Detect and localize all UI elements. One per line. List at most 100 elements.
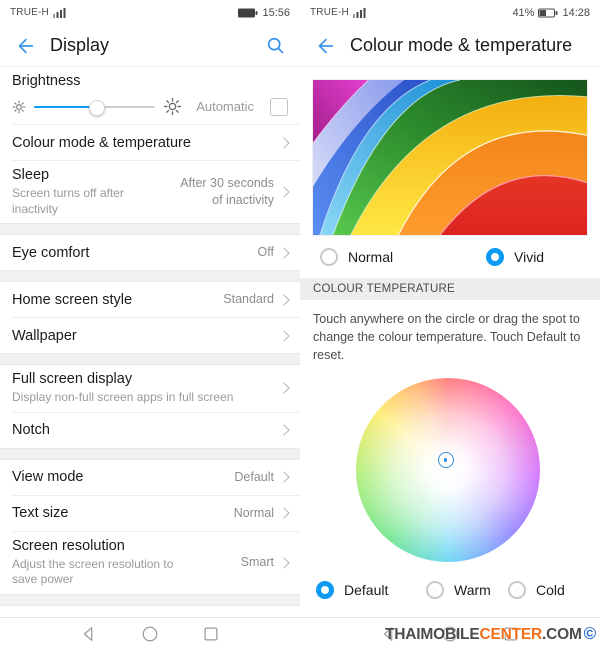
header-right: Colour mode & temperature <box>300 25 600 67</box>
row-screen-resolution[interactable]: Screen resolution Adjust the screen reso… <box>0 532 300 594</box>
radio-vivid[interactable]: Vivid <box>470 248 544 266</box>
row-value: After 30 seconds of inactivity <box>180 176 274 208</box>
row-eye-comfort[interactable]: Eye comfort Off <box>0 235 300 270</box>
radio-cold[interactable]: Cold <box>508 581 565 600</box>
colour-mode-screen: TRUE-H 41% 14:28 Colour mode & temperatu… <box>300 0 600 650</box>
radio-default[interactable]: Default <box>316 581 389 600</box>
row-value: Smart <box>240 555 274 570</box>
radio-label: Vivid <box>514 249 545 265</box>
section-title: COLOUR TEMPERATURE <box>313 283 455 295</box>
row-full-screen-display[interactable]: Full screen display Display non-full scr… <box>0 365 300 412</box>
row-subtitle: Adjust the screen resolution to save pow… <box>12 556 174 587</box>
row-text-size[interactable]: Text size Normal <box>0 496 300 531</box>
section-gap <box>0 353 300 366</box>
row-sleep[interactable]: Sleep Screen turns off after inactivity … <box>0 161 300 223</box>
brightness-high-icon <box>164 97 182 116</box>
colour-mode-options: Normal Vivid <box>300 236 600 278</box>
row-wallpaper[interactable]: Wallpaper <box>0 318 300 353</box>
radio-circle-icon[interactable] <box>508 581 526 600</box>
chevron-right-icon <box>278 330 290 342</box>
section-gap <box>0 270 300 283</box>
row-value: Standard <box>223 292 274 307</box>
row-title: View mode <box>12 469 84 486</box>
chevron-right-icon <box>278 424 290 436</box>
watermark-text: .COM <box>542 626 582 643</box>
automatic-label: Automatic <box>196 99 254 114</box>
automatic-checkbox[interactable] <box>270 97 288 116</box>
section-gap <box>0 593 300 606</box>
radio-warm[interactable]: Warm <box>426 581 491 600</box>
radio-selected-icon[interactable] <box>486 248 504 266</box>
radio-label: Cold <box>536 582 565 599</box>
divider <box>12 411 300 413</box>
divider <box>12 494 300 496</box>
row-value: Normal <box>233 505 274 520</box>
section-gap <box>0 223 300 236</box>
nav-recents-icon[interactable] <box>202 625 220 643</box>
display-settings-screen: TRUE-H 15:56 Display Brightness <box>0 0 301 650</box>
radio-selected-icon[interactable] <box>316 581 334 600</box>
battery-icon <box>238 8 258 17</box>
section-header: COLOUR TEMPERATURE <box>300 278 600 300</box>
row-colour-mode[interactable]: Colour mode & temperature <box>0 125 300 160</box>
back-icon[interactable] <box>314 35 336 57</box>
temperature-description: Touch anywhere on the circle or drag the… <box>313 312 581 363</box>
carrier-label: TRUE-H <box>10 7 49 18</box>
page-title: Display <box>50 35 110 55</box>
row-title: Eye comfort <box>12 244 90 261</box>
divider <box>12 317 300 319</box>
chevron-right-icon <box>278 471 290 483</box>
navigation-bar-left <box>0 617 300 650</box>
brightness-slider[interactable] <box>34 99 156 116</box>
colour-temperature-wheel[interactable] <box>356 378 540 563</box>
chevron-right-icon <box>278 136 290 149</box>
row-title: Text size <box>12 505 69 522</box>
header-left: Display <box>0 25 300 67</box>
signal-icon <box>352 8 366 18</box>
chevron-right-icon <box>278 294 290 306</box>
row-title: Sleep <box>12 167 50 183</box>
hue-wheel[interactable] <box>356 378 540 563</box>
divider <box>12 124 300 125</box>
radio-normal[interactable]: Normal <box>300 248 470 266</box>
row-title: Wallpaper <box>12 327 77 344</box>
row-title: Full screen display <box>12 371 133 388</box>
temperature-spot-handle[interactable] <box>438 452 454 469</box>
navigation-bar-right <box>300 617 600 650</box>
nav-back-icon[interactable] <box>80 625 98 643</box>
signal-icon <box>52 8 66 18</box>
search-icon[interactable] <box>265 35 286 56</box>
row-view-mode[interactable]: View mode Default <box>0 460 300 495</box>
temperature-options: Default Warm Cold <box>300 570 600 610</box>
row-title: Colour mode & temperature <box>12 134 191 151</box>
row-title: Screen resolution <box>12 537 125 554</box>
radio-label: Warm <box>454 582 491 599</box>
radio-circle-icon[interactable] <box>426 581 444 600</box>
brightness-label: Brightness <box>12 73 81 89</box>
clock-label: 15:56 <box>262 6 290 19</box>
clock-label: 14:28 <box>562 6 590 19</box>
nav-back-icon[interactable] <box>380 625 398 643</box>
nav-home-icon[interactable] <box>441 625 459 643</box>
status-bar-left: TRUE-H 15:56 <box>0 0 300 25</box>
divider <box>12 530 300 532</box>
section-gap <box>0 447 300 460</box>
chevron-right-icon <box>278 186 290 198</box>
radio-label: Default <box>344 582 389 599</box>
battery-percent-label: 41% <box>512 6 535 19</box>
nav-home-icon[interactable] <box>141 625 159 643</box>
radio-label: Normal <box>348 249 394 265</box>
radio-circle-icon[interactable] <box>320 248 338 266</box>
chevron-right-icon <box>278 507 290 519</box>
colour-preview-image <box>312 79 588 236</box>
status-bar-right: TRUE-H 41% 14:28 <box>300 0 600 25</box>
nav-recents-icon[interactable] <box>502 625 520 643</box>
copyright-icon: © <box>583 624 597 643</box>
brightness-slider-thumb[interactable] <box>88 99 105 116</box>
row-notch[interactable]: Notch <box>0 413 300 448</box>
divider <box>12 160 300 161</box>
row-home-screen-style[interactable]: Home screen style Standard <box>0 282 300 317</box>
back-icon[interactable] <box>14 35 36 57</box>
chevron-right-icon <box>278 557 290 569</box>
row-title: Notch <box>12 422 50 439</box>
